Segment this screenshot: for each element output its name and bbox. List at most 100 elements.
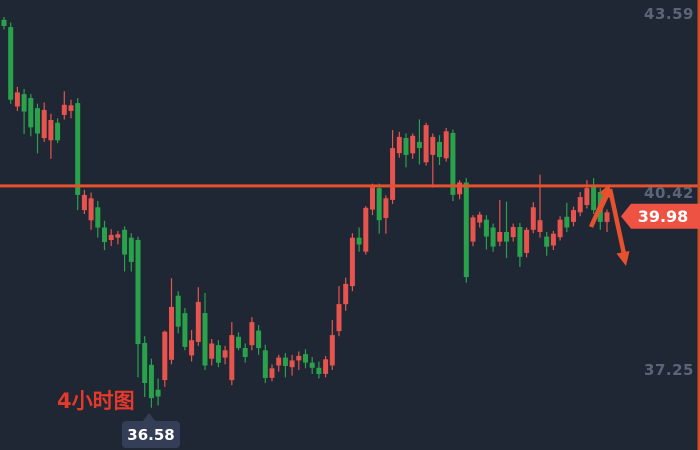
axis-tick-high: 43.59 bbox=[644, 5, 694, 23]
candle-body bbox=[544, 236, 550, 247]
candle-body bbox=[35, 108, 40, 134]
candle-body bbox=[68, 105, 74, 111]
candle-body bbox=[296, 355, 302, 361]
resistance-line[interactable] bbox=[0, 184, 700, 188]
candle-body bbox=[423, 125, 429, 163]
candle-body bbox=[142, 343, 148, 383]
candle-body bbox=[115, 234, 121, 238]
low-price-tooltip: 36.58 bbox=[122, 413, 180, 448]
candle-body bbox=[102, 227, 107, 243]
candle-body bbox=[517, 227, 523, 257]
candle-body bbox=[1, 19, 7, 26]
candle-body bbox=[309, 362, 315, 368]
candle-body bbox=[510, 227, 516, 238]
current-price-tag: 39.98 bbox=[621, 203, 700, 229]
candle-body bbox=[457, 182, 463, 195]
tooltip-label: 36.58 bbox=[127, 426, 174, 444]
candle-body bbox=[504, 232, 509, 242]
candle-body bbox=[303, 354, 308, 363]
candle-body bbox=[370, 187, 375, 210]
candle-body bbox=[376, 188, 382, 221]
candle-body bbox=[537, 220, 543, 232]
candle-body bbox=[577, 197, 583, 213]
candle-body bbox=[497, 232, 503, 242]
candle-body bbox=[236, 336, 241, 349]
candle-body bbox=[48, 120, 54, 141]
candle-body bbox=[363, 207, 369, 252]
candle-body bbox=[396, 136, 402, 154]
candle-body bbox=[316, 367, 322, 374]
candle-body bbox=[323, 359, 329, 374]
candle-body bbox=[209, 343, 215, 359]
candle-body bbox=[530, 207, 536, 230]
candle-body bbox=[289, 360, 295, 368]
timeframe-label: 4小时图 bbox=[57, 389, 135, 413]
arrow-down-head-icon bbox=[616, 251, 630, 266]
candle-body bbox=[14, 92, 20, 107]
candle-body bbox=[349, 237, 355, 287]
candle-body bbox=[256, 330, 262, 349]
candle-body bbox=[550, 233, 556, 246]
candle-body bbox=[182, 313, 188, 347]
candle-body bbox=[162, 331, 168, 381]
arrow-up-extra-stroke bbox=[596, 194, 610, 213]
price-tag-bubble bbox=[621, 203, 700, 229]
candle-body bbox=[390, 148, 396, 200]
candle-body bbox=[356, 237, 362, 245]
tooltip-pointer-icon bbox=[142, 413, 156, 422]
candle-body bbox=[470, 217, 476, 242]
candle-body bbox=[215, 345, 221, 363]
candle-body bbox=[222, 350, 228, 358]
candle-body bbox=[336, 304, 342, 332]
candle-body bbox=[477, 214, 483, 223]
candle-wick bbox=[432, 133, 434, 188]
candle-body bbox=[571, 210, 576, 222]
candle-body bbox=[55, 122, 61, 141]
candle-body bbox=[108, 234, 114, 240]
candle-body bbox=[450, 132, 456, 195]
candle-body bbox=[189, 340, 195, 356]
candle-body bbox=[61, 104, 67, 115]
candle-body bbox=[584, 188, 590, 205]
candle-body bbox=[195, 301, 201, 342]
candle-body bbox=[443, 131, 449, 159]
candle-body bbox=[155, 389, 161, 397]
candle-body bbox=[591, 187, 597, 211]
candle-body bbox=[28, 98, 34, 128]
candle-body bbox=[262, 350, 268, 378]
candle-body bbox=[202, 313, 208, 366]
candle-body bbox=[416, 141, 422, 149]
candle-body bbox=[122, 229, 128, 255]
candle-body bbox=[604, 212, 610, 222]
candle-body bbox=[81, 194, 87, 211]
candle-wick bbox=[298, 351, 300, 370]
candle-body bbox=[88, 198, 94, 221]
candle-body bbox=[403, 138, 409, 155]
candle-body bbox=[282, 357, 288, 366]
candle-body bbox=[8, 27, 14, 100]
candle-body bbox=[95, 207, 101, 228]
axis-tick-low: 37.25 bbox=[644, 361, 694, 379]
candle-body bbox=[564, 216, 570, 228]
candle-body bbox=[276, 357, 282, 366]
candle-body bbox=[242, 348, 248, 357]
candle-body bbox=[490, 227, 496, 247]
candle-body bbox=[329, 335, 335, 366]
arrow-annotation[interactable] bbox=[588, 184, 630, 266]
axis-tick-mid: 40.42 bbox=[644, 184, 694, 202]
candle-body bbox=[21, 94, 27, 112]
candle-body bbox=[437, 141, 442, 158]
candle-wick bbox=[539, 174, 541, 238]
candle-body bbox=[383, 198, 389, 218]
candle-body bbox=[249, 322, 255, 346]
candle-body bbox=[41, 109, 47, 139]
candle-wick bbox=[505, 201, 508, 258]
candle-body bbox=[463, 182, 469, 278]
tooltip-box bbox=[122, 421, 180, 448]
candle-body bbox=[75, 103, 81, 195]
price-tag-label: 39.98 bbox=[638, 207, 689, 226]
candle-body bbox=[175, 295, 181, 327]
candle-series bbox=[1, 16, 610, 408]
